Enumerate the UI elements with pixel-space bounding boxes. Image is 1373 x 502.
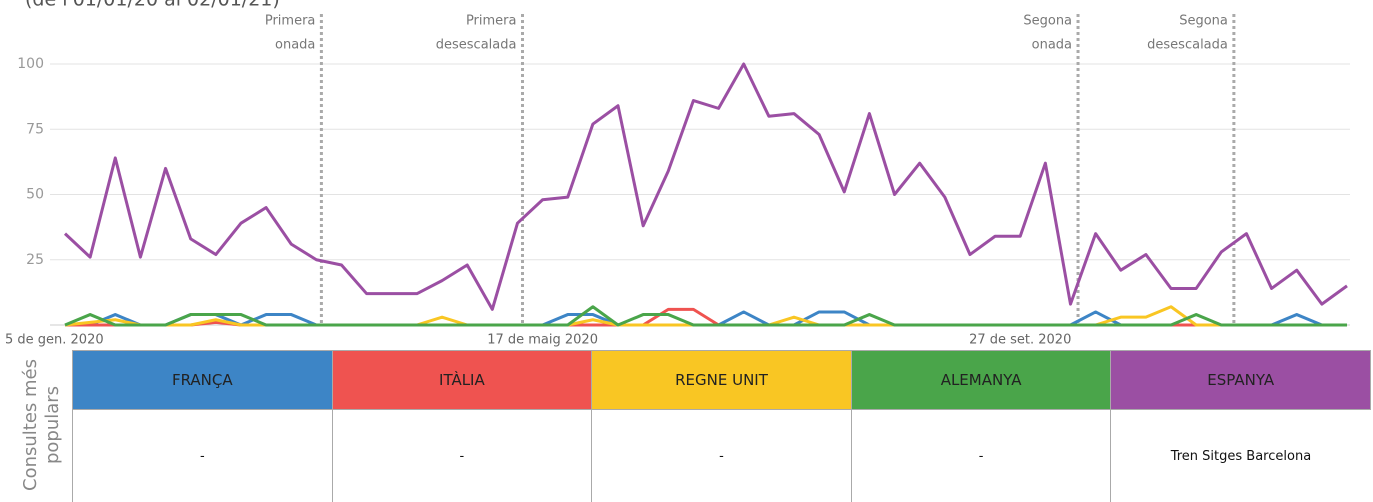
row-header-box: Consultes més populars <box>20 350 70 500</box>
annotation-text: Segona <box>1179 14 1228 29</box>
query-cell: - <box>592 410 852 502</box>
legend-header: ESPANYA <box>1111 351 1371 410</box>
row-header: Consultes més populars <box>20 350 70 500</box>
series-line <box>65 64 1347 309</box>
chart: (de l'01/01/20 al 02/01/21) 25 50 75 100 5 d… <box>0 0 1373 350</box>
annotation-text: desescalada <box>436 38 517 53</box>
x-tick-label: 5 de gen. 2020 <box>5 333 104 348</box>
query-cell: Tren Sitges Barcelona <box>1111 410 1371 502</box>
legend-header: FRANÇA <box>73 351 333 410</box>
annotation-text: desescalada <box>1147 38 1228 53</box>
query-cell: - <box>851 410 1111 502</box>
y-tick-label: 25 <box>26 252 44 268</box>
legend-header: ITÀLIA <box>332 351 592 410</box>
legend-header: ALEMANYA <box>851 351 1111 410</box>
annotation-text: onada <box>1032 38 1072 53</box>
query-cell: - <box>332 410 592 502</box>
y-tick-label: 75 <box>26 121 44 137</box>
annotation-text: Primera <box>466 14 517 29</box>
legend-header: REGNE UNIT <box>592 351 852 410</box>
y-tick-label: 100 <box>17 56 44 72</box>
annotation-text: Primera <box>265 14 316 29</box>
query-cell: - <box>73 410 333 502</box>
annotation-text: onada <box>275 38 315 53</box>
chart-subtitle: (de l'01/01/20 al 02/01/21) <box>25 0 280 11</box>
x-tick-label: 17 de maig 2020 <box>487 333 598 348</box>
annotation-text: Segona <box>1023 14 1072 29</box>
x-tick-label: 27 de set. 2020 <box>969 333 1071 348</box>
body-row: ----Tren Sitges Barcelona <box>73 410 1371 502</box>
y-tick-label: 50 <box>26 187 44 203</box>
